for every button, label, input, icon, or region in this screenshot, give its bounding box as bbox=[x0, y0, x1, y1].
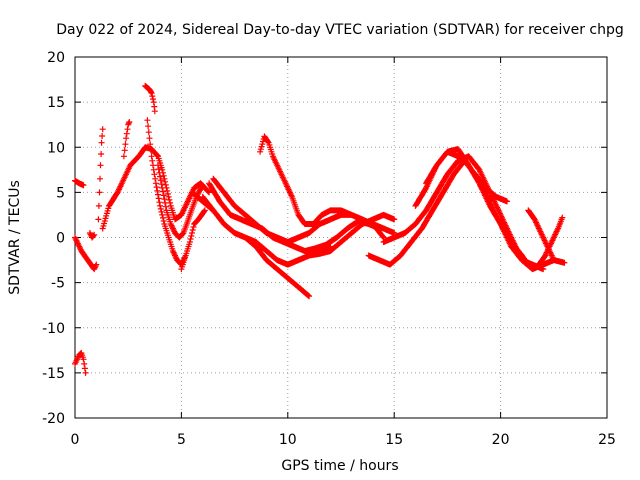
x-tick-label: 20 bbox=[492, 432, 510, 448]
y-tick-label: 0 bbox=[56, 231, 65, 247]
x-tick-label: 15 bbox=[385, 432, 403, 448]
x-tick-label: 10 bbox=[279, 432, 297, 448]
y-tick-label: -5 bbox=[51, 276, 65, 292]
x-axis-label: GPS time / hours bbox=[281, 458, 398, 474]
y-tick-label: 5 bbox=[56, 185, 65, 201]
y-tick-label: 15 bbox=[47, 95, 65, 111]
grid bbox=[75, 57, 607, 418]
y-tick-label: 20 bbox=[47, 50, 65, 66]
chart-title: Day 022 of 2024, Sidereal Day-to-day VTE… bbox=[56, 22, 624, 38]
data-points bbox=[72, 82, 568, 376]
plus-markers bbox=[72, 82, 568, 376]
y-tick-label: -10 bbox=[42, 321, 65, 337]
x-tick-label: 0 bbox=[71, 432, 80, 448]
y-tick-label: -20 bbox=[42, 411, 65, 427]
x-tick-label: 5 bbox=[177, 432, 186, 448]
y-tick-label: -15 bbox=[42, 366, 65, 382]
x-tick-label: 25 bbox=[598, 432, 616, 448]
y-tick-label: 10 bbox=[47, 140, 65, 156]
y-axis-label: SDTVAR / TECUs bbox=[7, 180, 23, 295]
